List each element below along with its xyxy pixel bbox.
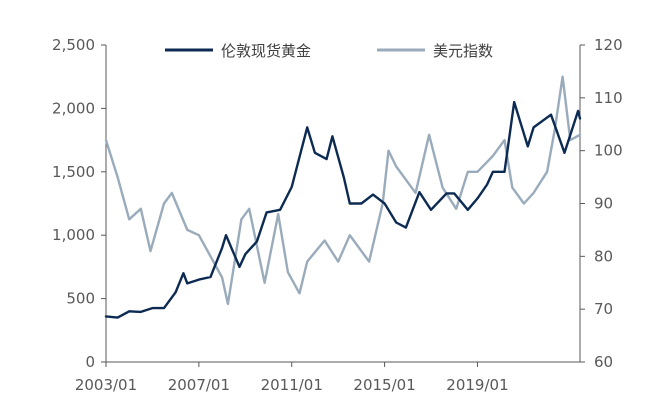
- y-left-axis-ticks: 0 500 1,000 1,500 2,000 2,500: [52, 36, 106, 371]
- x-axis-ticks: 2003/01 2007/01 2011/01 2015/01 2019/01: [75, 362, 509, 394]
- y-left-tick-label: 1,000: [52, 226, 95, 244]
- y-left-tick-label: 500: [66, 290, 95, 308]
- x-tick-label: 2015/01: [353, 376, 415, 394]
- legend-label-dollar-index: 美元指数: [433, 42, 493, 60]
- y-right-axis-ticks: 60 70 80 90 100 110 120: [580, 36, 623, 371]
- legend-label-gold: 伦敦现货黄金: [221, 42, 311, 60]
- y-right-tick-label: 60: [594, 353, 613, 371]
- y-left-tick-label: 2,500: [52, 36, 95, 54]
- series-line-gold: [104, 100, 582, 319]
- y-right-tick-label: 110: [594, 89, 623, 107]
- y-left-tick-label: 1,500: [52, 163, 95, 181]
- x-tick-label: 2019/01: [446, 376, 508, 394]
- y-left-tick-label: 0: [85, 353, 95, 371]
- y-right-tick-label: 70: [594, 300, 613, 318]
- series-line-dollar-index: [104, 75, 582, 306]
- series-layer: [104, 75, 582, 319]
- x-tick-label: 2007/01: [168, 376, 230, 394]
- y-left-tick-label: 2,000: [52, 99, 95, 117]
- y-right-tick-label: 80: [594, 247, 613, 265]
- x-tick-label: 2011/01: [261, 376, 323, 394]
- legend: 伦敦现货黄金 美元指数: [165, 42, 493, 60]
- y-right-tick-label: 120: [594, 36, 623, 54]
- x-tick-label: 2003/01: [75, 376, 137, 394]
- y-right-tick-label: 100: [594, 142, 623, 160]
- y-right-tick-label: 90: [594, 195, 613, 213]
